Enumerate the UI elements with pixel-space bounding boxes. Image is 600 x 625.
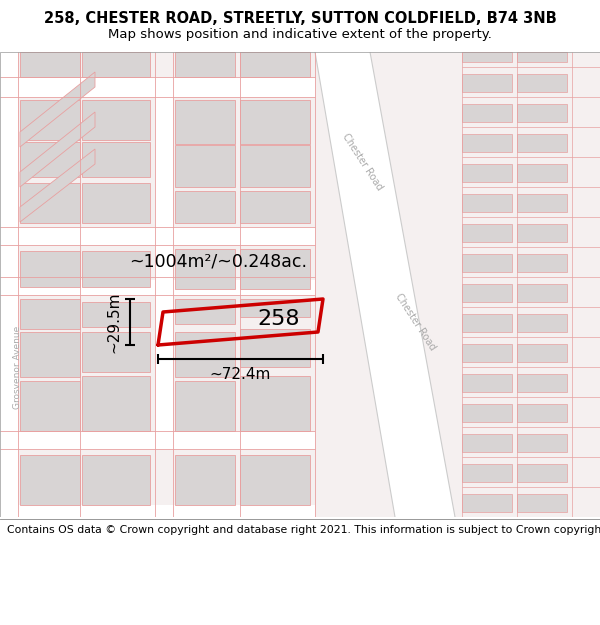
Bar [82, 183, 150, 223]
Bar [462, 374, 512, 392]
Bar [240, 52, 310, 77]
Bar [0, 505, 315, 517]
Bar [517, 74, 567, 92]
Bar [517, 374, 567, 392]
Bar [462, 494, 512, 512]
Bar [517, 224, 567, 242]
Bar [240, 191, 310, 223]
Polygon shape [20, 72, 95, 147]
Polygon shape [20, 149, 95, 222]
Bar [517, 344, 567, 362]
Bar [82, 142, 150, 177]
Bar [175, 381, 235, 431]
Bar [517, 164, 567, 182]
Bar [240, 455, 310, 505]
Bar [175, 145, 235, 187]
Bar [462, 74, 512, 92]
Bar [240, 145, 310, 187]
Bar [517, 104, 567, 122]
Bar [462, 464, 512, 482]
Bar [20, 299, 80, 329]
Bar [175, 455, 235, 505]
Text: ~29.5m: ~29.5m [106, 291, 121, 352]
Bar [20, 381, 80, 431]
Bar [175, 299, 235, 324]
Bar [240, 299, 310, 317]
Text: ~72.4m: ~72.4m [210, 367, 271, 382]
Bar [82, 376, 150, 431]
Bar [517, 434, 567, 452]
Bar [20, 100, 80, 140]
Bar [462, 344, 512, 362]
Bar [462, 52, 512, 62]
Bar [20, 52, 80, 77]
Text: Grosvenor Avenue: Grosvenor Avenue [13, 326, 23, 409]
Bar [240, 329, 310, 367]
Bar [82, 251, 150, 287]
Bar [20, 332, 80, 377]
Bar [0, 227, 315, 245]
Bar [0, 280, 315, 295]
Bar [175, 332, 235, 377]
Bar [0, 77, 315, 97]
Text: Contains OS data © Crown copyright and database right 2021. This information is : Contains OS data © Crown copyright and d… [7, 524, 600, 534]
Bar [175, 52, 235, 77]
Bar [0, 52, 18, 517]
Bar [462, 404, 512, 422]
Polygon shape [315, 52, 455, 517]
Bar [517, 284, 567, 302]
Bar [175, 249, 235, 289]
Text: 258, CHESTER ROAD, STREETLY, SUTTON COLDFIELD, B74 3NB: 258, CHESTER ROAD, STREETLY, SUTTON COLD… [44, 11, 556, 26]
Bar [462, 284, 512, 302]
Bar [517, 52, 567, 62]
Bar [20, 142, 80, 177]
Text: Map shows position and indicative extent of the property.: Map shows position and indicative extent… [108, 28, 492, 41]
Bar [517, 134, 567, 152]
Bar [240, 100, 310, 144]
Bar [462, 254, 512, 272]
Bar [517, 314, 567, 332]
Bar [462, 134, 512, 152]
Bar [462, 164, 512, 182]
Bar [155, 79, 173, 449]
Bar [517, 494, 567, 512]
Polygon shape [20, 112, 95, 187]
Text: Chester Road: Chester Road [340, 132, 384, 192]
Bar [82, 52, 150, 77]
Bar [82, 302, 150, 327]
Bar [462, 104, 512, 122]
Bar [462, 314, 512, 332]
Bar [517, 404, 567, 422]
Text: 258: 258 [257, 309, 300, 329]
Bar [20, 183, 80, 223]
Bar [82, 332, 150, 372]
Bar [517, 254, 567, 272]
Bar [175, 191, 235, 223]
Bar [175, 100, 235, 144]
Bar [517, 464, 567, 482]
Bar [517, 194, 567, 212]
Bar [462, 194, 512, 212]
Text: Chester Road: Chester Road [393, 292, 437, 352]
Bar [0, 431, 315, 449]
Bar [240, 249, 310, 289]
Bar [82, 455, 150, 505]
Bar [20, 455, 80, 505]
Bar [462, 224, 512, 242]
Bar [240, 376, 310, 431]
Bar [462, 434, 512, 452]
Text: ~1004m²/~0.248ac.: ~1004m²/~0.248ac. [129, 253, 307, 271]
Bar [20, 251, 80, 287]
Bar [82, 100, 150, 140]
